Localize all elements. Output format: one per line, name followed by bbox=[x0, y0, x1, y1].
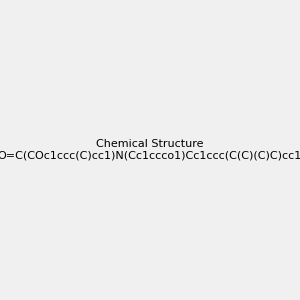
Text: Chemical Structure
O=C(COc1ccc(C)cc1)N(Cc1ccco1)Cc1ccc(C(C)(C)C)cc1: Chemical Structure O=C(COc1ccc(C)cc1)N(C… bbox=[0, 139, 300, 161]
